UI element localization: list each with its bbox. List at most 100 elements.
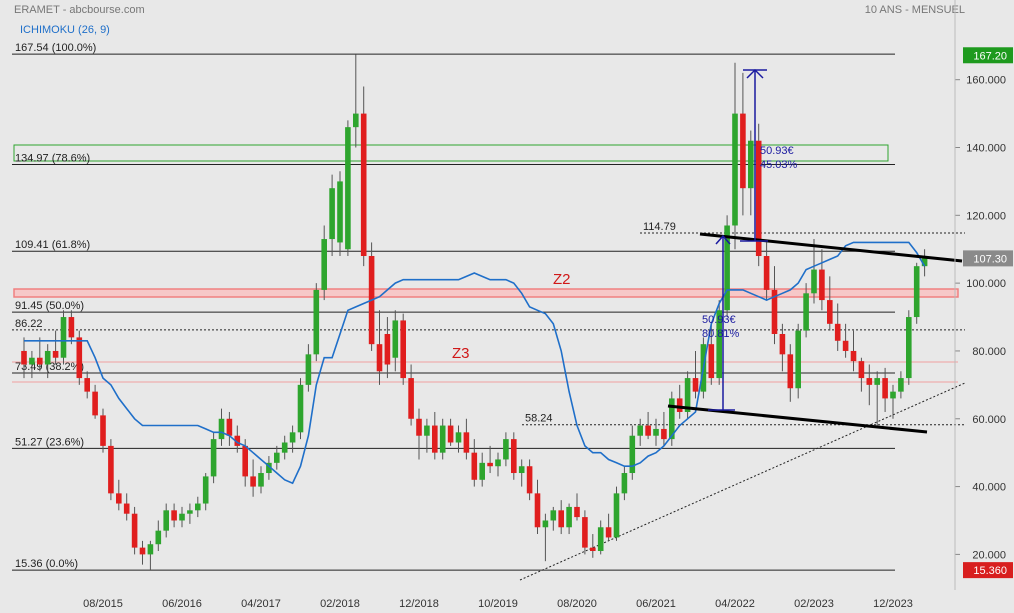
candle-body (242, 445, 248, 477)
candle-body (376, 344, 383, 372)
candle-body (771, 289, 778, 334)
resistance-line (699, 232, 963, 263)
annotation: 50.93€ (760, 145, 794, 157)
candle-body (716, 310, 722, 379)
candle-body (226, 418, 233, 436)
candle-body (574, 506, 580, 518)
candle-body (748, 140, 754, 189)
fib-label: 91.45 (50.0%) (15, 300, 84, 312)
candle-body (416, 418, 422, 436)
annotation: 45.03% (760, 159, 798, 171)
price-tag (963, 47, 1013, 64)
candle-body (590, 547, 596, 552)
y-tick-label: 60.000 (972, 414, 1006, 426)
candle-body (108, 445, 114, 494)
candle-body (827, 300, 833, 324)
chart-subtitle: 10 ANS - MENSUEL (865, 4, 965, 16)
y-tick-label: 120.000 (966, 210, 1006, 222)
candle-body (139, 547, 146, 555)
candle-body (68, 317, 75, 338)
price-tag (963, 562, 1013, 579)
candle-body (795, 330, 801, 389)
candle-body (463, 432, 470, 453)
level-label: 114.79 (643, 221, 676, 233)
candle-body (321, 239, 327, 290)
candle-body (558, 510, 564, 528)
fib-label: 109.41 (61.8%) (15, 239, 90, 251)
candle-body (518, 466, 525, 474)
candle-body (653, 428, 659, 436)
candle-body (866, 378, 873, 385)
candle-body (313, 289, 320, 355)
price-tag-label: 15.360 (973, 565, 1007, 577)
candle-body (645, 425, 651, 436)
candle-body (202, 476, 209, 504)
x-tick-label: 10/2019 (478, 598, 518, 610)
candle-body (21, 350, 27, 365)
candle-body (724, 225, 730, 311)
candle-body (803, 293, 809, 331)
fib-label: 51.27 (23.6%) (15, 436, 84, 448)
candle-body (147, 544, 154, 555)
candle-body (597, 527, 604, 552)
candle-body (811, 269, 817, 294)
candle-body (906, 317, 912, 379)
candle-body (542, 520, 549, 528)
x-tick-label: 08/2015 (83, 598, 123, 610)
candle-body (913, 266, 920, 318)
fib-label: 15.36 (0.0%) (15, 558, 78, 570)
fib-label: 134.97 (78.6%) (15, 153, 90, 165)
x-tick-label: 02/2018 (320, 598, 360, 610)
candle-body (763, 256, 770, 290)
candle-body (289, 432, 296, 443)
candle-body (684, 378, 691, 412)
candle-body (337, 181, 343, 243)
y-tick-label: 20.000 (972, 549, 1006, 561)
candle-body (432, 425, 438, 453)
candle-body (629, 435, 636, 474)
candle-body (29, 357, 35, 365)
candle-body (187, 510, 193, 514)
indicator-name: ICHIMOKU (26, 9) (20, 24, 110, 36)
candle-body (676, 398, 683, 412)
candle-body (408, 378, 414, 419)
trend-line (519, 382, 966, 581)
level-label: 58.24 (525, 413, 553, 425)
candle-body (210, 439, 217, 477)
candle-body (171, 510, 177, 521)
candle-body (511, 439, 517, 474)
candle-body (550, 510, 557, 521)
candle-body (566, 506, 572, 528)
candle-body (305, 354, 312, 385)
level-label: 86.22 (15, 318, 43, 330)
x-tick-label: 02/2023 (794, 598, 834, 610)
plot: 20.000 40.000 60.000 80.000 100.000 120.000 14… (12, 42, 1013, 610)
candle-body (779, 333, 786, 355)
y-tick-label: 40.000 (972, 482, 1006, 494)
x-tick-label: 08/2020 (557, 598, 597, 610)
candle-body (84, 378, 90, 392)
candle-body (921, 258, 928, 267)
candle-body (842, 340, 849, 351)
candle-body (582, 517, 588, 548)
candle-body (898, 378, 904, 392)
candle-body (179, 513, 185, 521)
candle-body (37, 357, 43, 365)
candle-body (392, 320, 399, 358)
candle-body (400, 320, 406, 379)
candle-body (424, 425, 430, 436)
candle-body (92, 391, 98, 416)
zone-z2 (13, 288, 959, 298)
candle-body (52, 350, 59, 358)
candle-body (266, 462, 272, 474)
x-tick-label: 12/2023 (873, 598, 913, 610)
candle-body (495, 459, 501, 467)
candle-body (195, 503, 201, 511)
zone-label: Z3 (452, 345, 470, 362)
candle-body (487, 462, 493, 467)
candle-body (534, 493, 541, 528)
candle-body (155, 530, 162, 545)
candle-body (258, 473, 264, 487)
